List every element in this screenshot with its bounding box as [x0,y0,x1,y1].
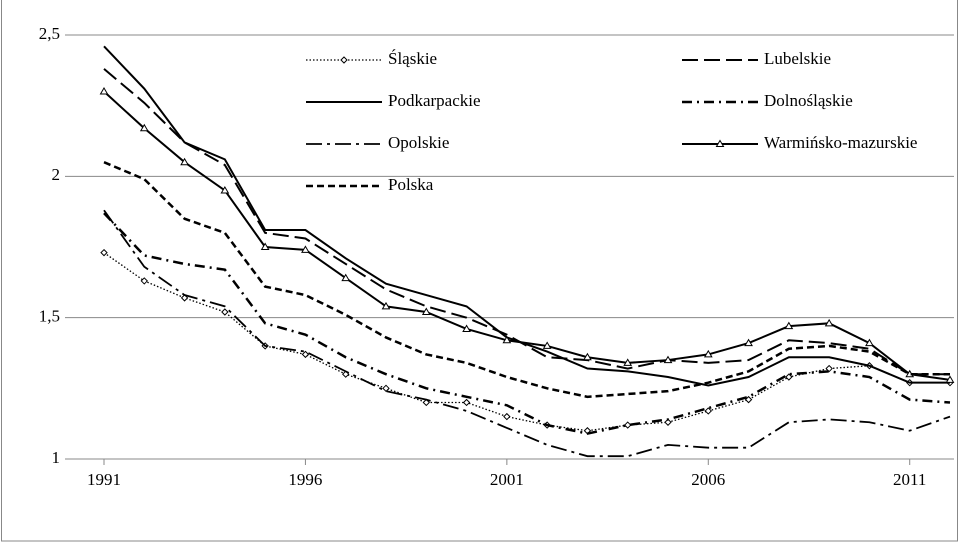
legend-label: Opolskie [388,133,449,152]
point-marker [260,242,270,250]
point-marker [825,364,833,373]
point-marker [340,56,348,64]
point-marker [624,421,632,429]
legend-label: Polska [388,175,434,194]
series-line [103,161,950,399]
legend-label: Lubelskie [764,49,831,68]
point-marker [421,307,431,316]
point-marker [100,248,108,257]
series-line [103,68,950,376]
series-line [103,212,951,435]
series-line [103,45,950,387]
x-tick-label: 2011 [893,470,926,489]
point-marker [462,324,471,332]
point-marker [663,355,673,364]
x-tick-label: 2001 [490,470,524,489]
legend-label: Podkarpackie [388,91,481,110]
point-marker [704,407,712,415]
point-marker [301,350,310,359]
y-tick-label: 1 [52,448,61,467]
point-marker [382,384,390,393]
point-marker [462,398,471,407]
point-marker [824,318,834,327]
x-tick-label: 1991 [87,470,121,489]
point-marker [784,321,794,330]
legend-label: Śląskie [388,49,437,68]
y-tick-label: 1,5 [39,307,60,326]
x-tick-label: 2006 [691,470,725,489]
point-marker [744,338,753,347]
series-line [103,209,951,458]
point-marker [703,349,713,358]
point-marker [785,373,793,381]
point-marker [301,245,310,253]
point-marker [341,273,351,282]
series-line [103,90,951,381]
point-marker [865,338,874,347]
y-tick-label: 2 [52,165,61,184]
point-marker [180,157,189,166]
legend-label: Warmińsko-mazurskie [764,133,917,152]
point-marker [381,301,391,310]
point-marker [221,308,229,316]
y-tick-label: 2,5 [39,24,60,43]
point-marker [220,185,230,194]
point-marker [664,418,672,426]
point-marker [945,375,955,383]
x-tick-label: 1996 [288,470,322,489]
point-marker [623,358,633,366]
point-marker [503,412,511,421]
point-marker [99,87,109,95]
point-marker [139,123,149,132]
point-marker [140,277,148,285]
point-marker [542,341,552,349]
legend-label: Dolnośląskie [764,91,853,110]
point-marker [583,352,592,361]
series-line [103,252,950,432]
point-marker [502,335,512,344]
point-marker [715,139,725,147]
